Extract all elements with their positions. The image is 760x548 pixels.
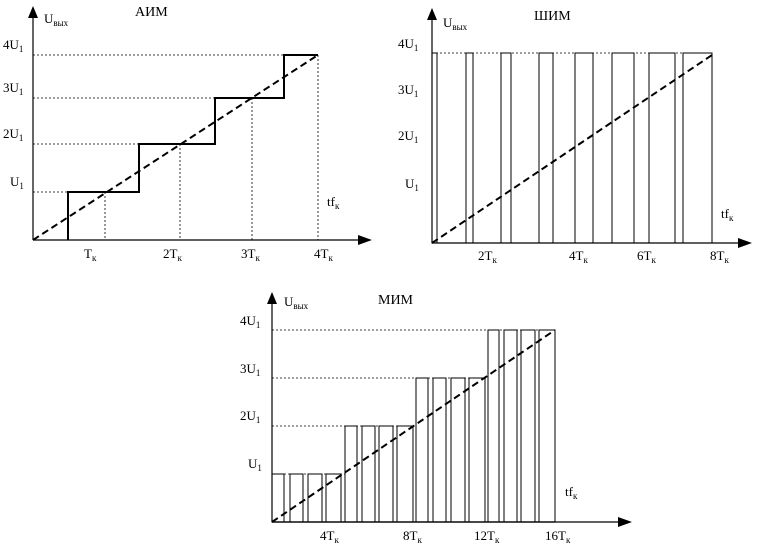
shim-ramp-line	[431, 54, 713, 244]
mim-y-tick-label: U1	[248, 456, 262, 473]
mim-pulse	[468, 377, 486, 523]
mim-pulse	[344, 425, 358, 523]
shim-pulse	[465, 52, 474, 244]
aim-y-axis-label: Uвых	[44, 11, 69, 28]
mim-y-tick-label: 3U1	[240, 361, 260, 378]
shim-y-tick-label: 4U1	[398, 36, 418, 53]
mim-y-arrow	[267, 292, 277, 304]
mim-pulse	[396, 425, 414, 523]
mim-pulse	[538, 329, 556, 523]
aim-x-arrow	[358, 235, 372, 245]
aim-ramp-line	[32, 54, 319, 241]
shim-pulse	[611, 52, 635, 244]
mim-x-tick-label: 4Tк	[320, 528, 339, 545]
mim-pulse-group-3	[415, 377, 486, 523]
mim-x-axis-label: tfк	[565, 484, 578, 501]
aim-x-tick-label: 3Tк	[241, 246, 260, 263]
shim-pulse	[574, 52, 594, 244]
shim-pulses	[431, 52, 713, 244]
mim-title: МИМ	[378, 293, 414, 308]
aim-y-tick-label: 2U1	[3, 126, 23, 143]
mim-pulse-group-4	[487, 329, 556, 523]
mim-pulse	[325, 473, 342, 523]
shim-y-tick-label: 2U1	[398, 128, 418, 145]
aim-y-tick-label: 3U1	[3, 80, 23, 97]
mim-pulse	[289, 473, 304, 523]
mim-y-tick-label: 4U1	[240, 313, 260, 330]
shim-panel: ШИМ Uвых tfк 4U1 3U1 2U1 U1 2Tк 4Tк 6Tк …	[398, 8, 752, 265]
shim-y-tick-label: U1	[405, 176, 419, 193]
shim-y-arrow	[427, 8, 437, 20]
shim-pulse	[682, 52, 713, 244]
mim-x-tick-label: 8Tк	[403, 528, 422, 545]
mim-pulse	[503, 329, 518, 523]
aim-x-tick-label: 4Tк	[314, 246, 333, 263]
shim-pulse	[538, 52, 554, 244]
mim-x-arrow	[618, 517, 632, 527]
mim-y-tick-label: 2U1	[240, 408, 260, 425]
mim-pulse-group-2	[344, 425, 414, 523]
shim-y-axis-label: Uвых	[443, 15, 468, 32]
shim-x-tick-label: 8Tк	[710, 248, 729, 265]
mim-x-tick-label: 12Tк	[474, 528, 500, 545]
mim-pulse	[415, 377, 429, 523]
aim-y-arrow	[28, 6, 38, 18]
aim-x-tick-label: Tк	[84, 246, 97, 263]
mim-pulse	[432, 377, 447, 523]
mim-pulse	[361, 425, 376, 523]
shim-pulse	[648, 52, 676, 244]
mim-ramp-line	[271, 329, 556, 523]
aim-x-tick-label: 2Tк	[163, 246, 182, 263]
mim-pulse	[487, 329, 500, 523]
aim-panel: АИМ Uвых tfк 4U1 3U1 2U1 U1 Tк 2Tк 3Tк 4…	[3, 5, 372, 263]
mim-pulse	[520, 329, 536, 523]
aim-y-tick-label: 4U1	[3, 37, 23, 54]
shim-x-tick-label: 4Tк	[569, 248, 588, 265]
shim-x-tick-label: 2Tк	[478, 248, 497, 265]
mim-pulse	[307, 473, 323, 523]
aim-x-axis-label: tfк	[327, 194, 340, 211]
shim-x-axis-label: tfк	[721, 206, 734, 223]
aim-y-tick-label: U1	[10, 174, 24, 191]
shim-y-tick-label: 3U1	[398, 82, 418, 99]
shim-x-tick-label: 6Tк	[637, 248, 656, 265]
mim-pulse	[450, 377, 466, 523]
shim-pulse	[431, 52, 438, 244]
shim-pulse	[500, 52, 512, 244]
aim-title: АИМ	[135, 5, 168, 20]
aim-step-signal	[67, 54, 318, 240]
mim-panel: МИМ Uвых tfк 4U1 3U1 2U1 U1 4Tк 8Tк 12Tк…	[240, 292, 632, 545]
mim-x-tick-label: 16Tк	[545, 528, 571, 545]
shim-x-arrow	[738, 238, 752, 248]
shim-title: ШИМ	[534, 9, 571, 24]
mim-y-axis-label: Uвых	[284, 294, 309, 311]
